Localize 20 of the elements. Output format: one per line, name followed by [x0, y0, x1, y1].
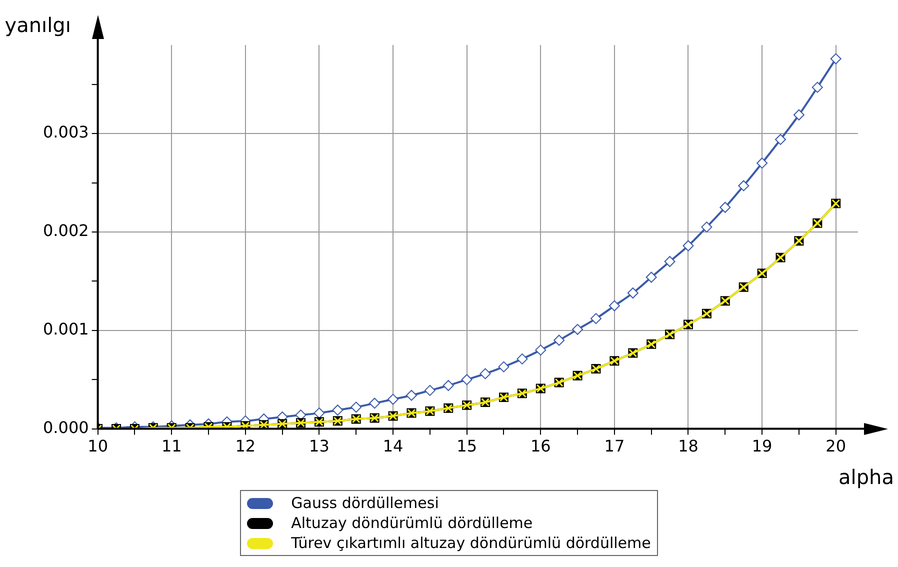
x-tick-label: 10 — [88, 436, 108, 456]
y-tick-label: 0.002 — [42, 221, 89, 240]
x-tick-label: 18 — [678, 436, 698, 456]
y-tick-label: 0.000 — [42, 418, 89, 437]
x-tick-label: 16 — [530, 436, 551, 456]
x-tick-label: 17 — [604, 436, 625, 456]
x-tick-label: 20 — [826, 436, 846, 456]
x-axis-title: alpha — [838, 465, 894, 490]
legend-label: Türev çıkartımlı altuzay döndürümlü dördülleme — [291, 533, 651, 553]
legend-label: Gauss dördüllemesi — [291, 493, 439, 513]
x-tick-label: 12 — [235, 436, 256, 456]
y-tick-label: 0.001 — [42, 320, 89, 339]
y-axis-title: yanılgı — [4, 13, 71, 38]
x-tick-label: 14 — [382, 436, 404, 456]
x-tick-label: 15 — [456, 436, 478, 456]
legend-label: Altuzay döndürümlü dördülleme — [291, 513, 533, 533]
x-tick-label: 13 — [309, 436, 330, 456]
x-tick-label: 11 — [161, 436, 182, 456]
y-tick-label: 0.003 — [42, 122, 89, 142]
x-tick-label: 19 — [752, 436, 772, 456]
